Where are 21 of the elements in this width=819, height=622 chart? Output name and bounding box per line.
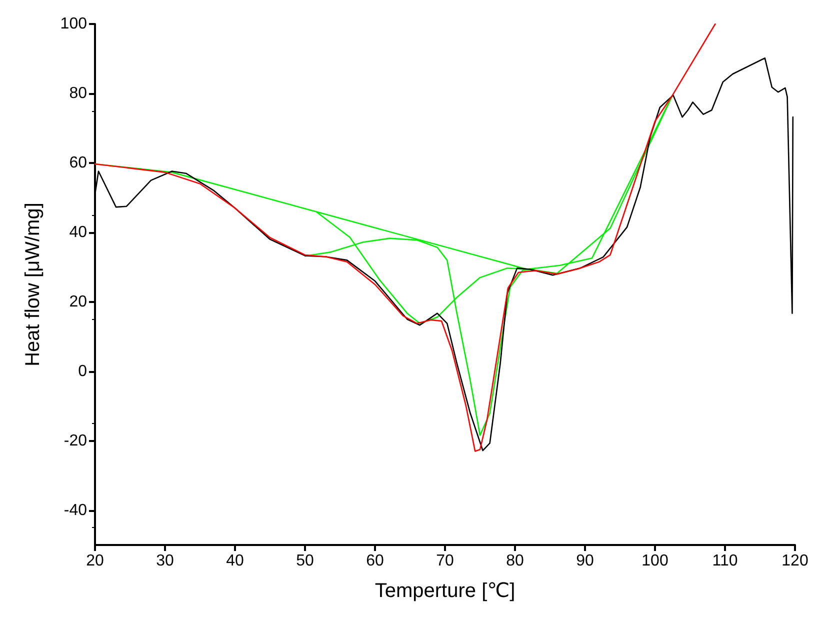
- x-tick-label: 50: [296, 552, 314, 570]
- x-tick-label: 100: [642, 552, 668, 570]
- y-tick-label: 40: [69, 224, 88, 241]
- x-tick-label: 110: [712, 552, 738, 570]
- x-tick-label: 60: [366, 552, 384, 570]
- y-tick-label: 80: [69, 84, 88, 102]
- x-tick-label: 20: [86, 552, 104, 570]
- x-tick-label: 120: [782, 552, 808, 570]
- y-tick-label: 0: [78, 362, 88, 380]
- x-tick-label: 30: [156, 552, 174, 570]
- y-tick-label: 100: [60, 16, 88, 32]
- x-tick-label: 80: [506, 552, 524, 570]
- y-tick-label: -20: [64, 432, 88, 450]
- x-axis-title: Temperture [℃]: [374, 580, 516, 602]
- x-tick-label: 40: [226, 552, 244, 570]
- y-tick-label: 20: [69, 293, 88, 310]
- y-axis-title: Heat flow [μW/mg]: [22, 202, 44, 366]
- y-tick-label: -40: [64, 502, 88, 519]
- x-tick-label: 70: [436, 552, 454, 570]
- y-tick-label: 60: [69, 154, 88, 172]
- x-tick-label: 90: [576, 552, 594, 570]
